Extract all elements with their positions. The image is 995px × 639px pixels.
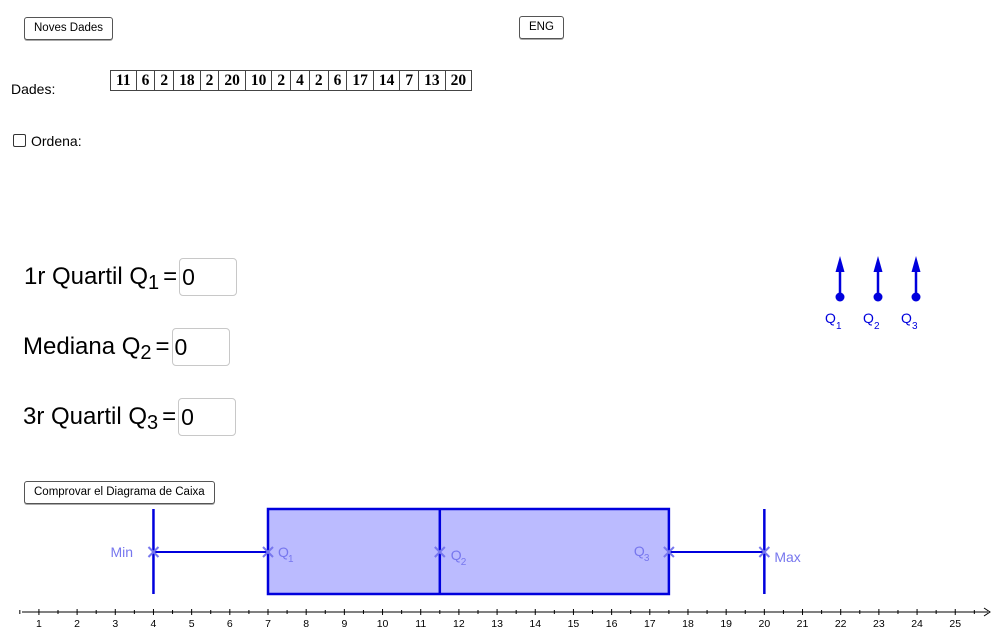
marker-label: Q bbox=[825, 310, 836, 326]
max-label: Max bbox=[774, 549, 800, 565]
axis-tick-label: 2 bbox=[74, 618, 80, 630]
data-cell: 2 bbox=[199, 70, 220, 91]
axis-tick-label: 19 bbox=[720, 618, 732, 630]
axis-tick-label: 21 bbox=[797, 618, 809, 630]
data-cell: 17 bbox=[346, 70, 374, 91]
q1-label: Q bbox=[278, 544, 289, 560]
marker-subscript: 1 bbox=[836, 321, 842, 332]
axis-tick-label: 25 bbox=[949, 618, 961, 630]
q3-label-subscript: 3 bbox=[644, 553, 650, 564]
q1-label-subscript: 1 bbox=[288, 554, 294, 565]
data-cell: 6 bbox=[327, 70, 348, 91]
data-table: 11 6 2 18 2 20 10 2 4 2 6 17 14 7 13 20 bbox=[110, 70, 473, 91]
marker-arrow-head bbox=[911, 256, 921, 272]
data-cell: 20 bbox=[444, 70, 473, 91]
axis-tick-label: 15 bbox=[568, 618, 580, 630]
data-cell: 2 bbox=[154, 70, 175, 91]
q3-subscript: 3 bbox=[147, 411, 159, 434]
q2-subscript: 2 bbox=[140, 341, 152, 364]
data-label: Dades: bbox=[11, 81, 56, 97]
check-boxplot-button[interactable]: Comprovar el Diagrama de Caixa bbox=[24, 481, 215, 504]
axis-tick-label: 7 bbox=[265, 618, 271, 630]
axis-tick-label: 13 bbox=[491, 618, 503, 630]
axis-tick-label: 10 bbox=[377, 618, 389, 630]
marker-point bbox=[835, 292, 845, 302]
axis-tick-label: 16 bbox=[606, 618, 618, 630]
data-cell: 7 bbox=[399, 70, 420, 91]
point-cross bbox=[262, 546, 274, 558]
axis-tick-label: 22 bbox=[835, 618, 847, 630]
axis-tick-label: 18 bbox=[682, 618, 694, 630]
q2-label: Q bbox=[451, 547, 462, 563]
axis-tick-label: 1 bbox=[36, 618, 42, 630]
q3-equals: = bbox=[162, 403, 177, 430]
sort-label: Ordena: bbox=[31, 133, 82, 149]
data-cell: 20 bbox=[218, 70, 246, 91]
data-cell: 10 bbox=[244, 70, 273, 91]
box bbox=[266, 507, 671, 596]
axis-tick-label: 5 bbox=[189, 618, 195, 630]
q2-equals: = bbox=[155, 333, 170, 360]
axis-tick-label: 12 bbox=[453, 618, 465, 630]
point-cross bbox=[758, 546, 771, 558]
new-data-button[interactable]: Noves Dades bbox=[24, 17, 114, 40]
q2-input[interactable] bbox=[171, 328, 230, 366]
marker-point bbox=[873, 292, 883, 302]
q1-equals: = bbox=[163, 263, 178, 290]
q1-input[interactable] bbox=[179, 258, 238, 296]
axis-tick-label: 3 bbox=[112, 618, 118, 630]
axis-tick-label: 11 bbox=[415, 618, 426, 630]
axis-tick-label: 23 bbox=[873, 618, 885, 630]
axis-tick-label: 8 bbox=[303, 618, 309, 630]
marker-arrow-head bbox=[835, 256, 845, 272]
marker-point bbox=[911, 292, 921, 302]
point-cross bbox=[434, 546, 446, 558]
q1-subscript: 1 bbox=[148, 271, 160, 294]
language-button[interactable]: ENG bbox=[519, 16, 564, 39]
q3-label: Q bbox=[634, 543, 645, 559]
axis-arrow bbox=[983, 607, 991, 617]
axis-tick-label: 6 bbox=[227, 618, 233, 630]
marker-label: Q bbox=[863, 310, 874, 326]
data-cell: 11 bbox=[110, 70, 137, 91]
axis-tick-label: 9 bbox=[341, 618, 347, 630]
axis-tick-label: 24 bbox=[911, 618, 923, 630]
q2-label-subscript: 2 bbox=[461, 557, 467, 568]
point-cross bbox=[663, 546, 675, 558]
marker-arrow-head bbox=[873, 256, 883, 272]
q1-label: 1r Quartil Q bbox=[24, 263, 149, 290]
number-axis: 1 2 3 4 5 6 7 8 9 10 11 12 13 14 15 16 17 18 19 20 21 22 23 24 2… bbox=[19, 607, 991, 630]
q2-label: Mediana Q bbox=[23, 333, 141, 360]
q3-input[interactable] bbox=[178, 398, 237, 436]
marker-label: Q bbox=[901, 310, 912, 326]
min-label: Min bbox=[110, 544, 133, 560]
axis-tick-label: 14 bbox=[529, 618, 541, 630]
data-cell: 13 bbox=[418, 70, 446, 91]
marker-subscript: 2 bbox=[874, 321, 880, 332]
q3-label: 3r Quartil Q bbox=[23, 403, 148, 430]
axis-tick-label: 20 bbox=[758, 618, 770, 630]
sort-checkbox[interactable] bbox=[13, 134, 26, 147]
axis-tick-label: 17 bbox=[644, 618, 656, 630]
axis-tick-label: 4 bbox=[151, 618, 157, 630]
marker-subscript: 3 bbox=[912, 321, 918, 332]
point-cross bbox=[147, 546, 160, 558]
